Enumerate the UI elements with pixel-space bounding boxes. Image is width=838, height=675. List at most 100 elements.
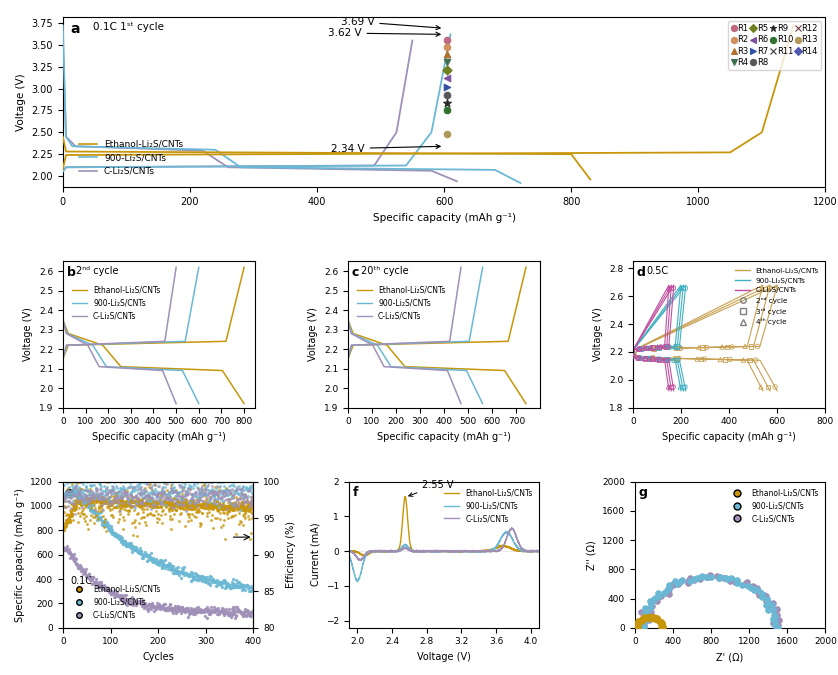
Point bbox=[634, 344, 648, 354]
Point bbox=[60, 518, 74, 529]
Point bbox=[191, 573, 204, 584]
Point bbox=[209, 490, 222, 501]
Point bbox=[242, 514, 256, 524]
Point bbox=[110, 491, 123, 502]
Point bbox=[99, 489, 112, 500]
Point bbox=[195, 508, 209, 518]
Point bbox=[768, 612, 782, 622]
Point bbox=[159, 604, 173, 615]
Point bbox=[59, 489, 72, 500]
Point bbox=[168, 485, 181, 496]
Point bbox=[235, 488, 248, 499]
Point bbox=[60, 517, 74, 528]
Point bbox=[220, 483, 233, 494]
Point bbox=[129, 541, 142, 552]
Point bbox=[714, 354, 727, 365]
Point bbox=[632, 344, 645, 354]
Point bbox=[110, 496, 123, 507]
Point bbox=[176, 606, 189, 617]
Point bbox=[99, 494, 112, 505]
Point bbox=[78, 509, 91, 520]
Point bbox=[216, 487, 230, 498]
Point bbox=[211, 577, 225, 588]
Point bbox=[231, 488, 245, 499]
Point bbox=[221, 607, 235, 618]
Point bbox=[674, 343, 687, 354]
Point bbox=[172, 498, 185, 509]
Point bbox=[215, 581, 229, 592]
Point bbox=[81, 524, 95, 535]
Point bbox=[159, 493, 173, 504]
Point bbox=[175, 566, 189, 576]
Point bbox=[217, 610, 230, 620]
Point bbox=[192, 500, 205, 510]
Point bbox=[123, 539, 137, 549]
Point bbox=[80, 480, 93, 491]
Point bbox=[204, 488, 217, 499]
Point bbox=[101, 518, 115, 529]
Point bbox=[62, 495, 75, 506]
Point bbox=[184, 494, 198, 505]
Point bbox=[121, 500, 134, 510]
Point bbox=[192, 493, 205, 504]
Point bbox=[75, 494, 89, 505]
Point bbox=[102, 585, 116, 595]
Point bbox=[74, 483, 87, 494]
Point bbox=[184, 497, 197, 508]
Point bbox=[99, 483, 112, 493]
Point bbox=[221, 501, 235, 512]
Point bbox=[102, 495, 116, 506]
Point bbox=[109, 502, 122, 512]
Point bbox=[145, 487, 158, 498]
Point bbox=[191, 606, 204, 617]
Point bbox=[662, 283, 675, 294]
Point bbox=[187, 572, 200, 583]
Point bbox=[225, 608, 238, 619]
Point bbox=[137, 550, 151, 561]
Point bbox=[213, 576, 226, 587]
Point bbox=[632, 618, 645, 628]
Point bbox=[639, 343, 653, 354]
Point bbox=[183, 503, 196, 514]
Point bbox=[246, 583, 260, 593]
Point bbox=[244, 609, 257, 620]
Point bbox=[632, 344, 645, 354]
Point bbox=[122, 495, 136, 506]
Point bbox=[98, 496, 111, 507]
Point bbox=[163, 599, 176, 610]
Point bbox=[166, 497, 179, 508]
Point bbox=[103, 499, 116, 510]
Point bbox=[120, 504, 133, 515]
Point bbox=[230, 485, 243, 495]
Point bbox=[145, 603, 158, 614]
Point bbox=[203, 497, 216, 508]
Point bbox=[219, 583, 232, 593]
Point bbox=[194, 488, 208, 499]
Point bbox=[69, 498, 82, 509]
Point bbox=[231, 605, 245, 616]
Point bbox=[162, 488, 175, 499]
Point bbox=[634, 352, 647, 363]
Point bbox=[80, 476, 93, 487]
Point bbox=[124, 540, 137, 551]
Point bbox=[85, 496, 99, 507]
Point bbox=[62, 547, 75, 558]
Point bbox=[133, 543, 147, 554]
Point bbox=[712, 573, 726, 584]
Point bbox=[220, 580, 233, 591]
Point bbox=[665, 283, 678, 294]
Point bbox=[179, 568, 193, 579]
Point bbox=[72, 481, 85, 492]
Point bbox=[109, 585, 122, 596]
Point bbox=[104, 587, 117, 597]
Point bbox=[75, 495, 88, 506]
Point bbox=[113, 490, 127, 501]
Point bbox=[114, 499, 127, 510]
Point bbox=[189, 497, 202, 508]
Point bbox=[112, 530, 126, 541]
Point bbox=[81, 495, 95, 506]
Point bbox=[116, 487, 130, 498]
Point bbox=[146, 500, 159, 511]
Point bbox=[146, 553, 159, 564]
Point bbox=[111, 497, 124, 508]
